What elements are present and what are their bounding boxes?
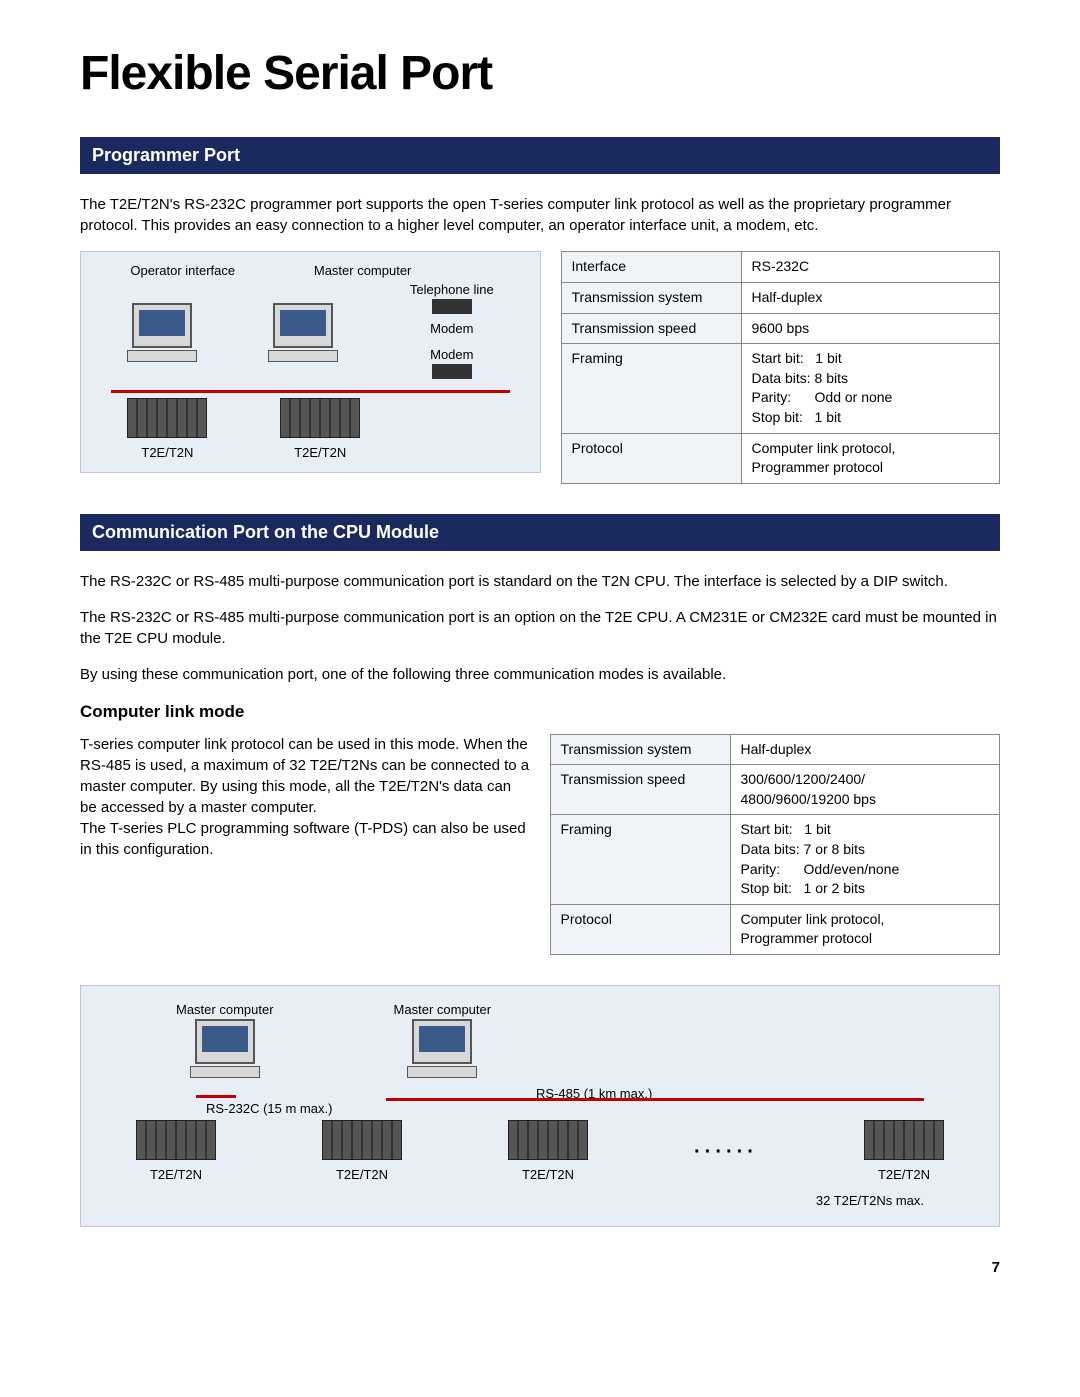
table-cell: Transmission speed [550,765,730,815]
table-cell: Protocol [550,904,730,954]
table-cell: Computer link protocol, Programmer proto… [741,433,1000,483]
table-cell: 300/600/1200/2400/ 4800/9600/19200 bps [730,765,1000,815]
master-computer-icon [268,303,338,363]
table-cell: Start bit: 1 bit Data bits: 7 or 8 bits … [730,815,1000,904]
page-number: 7 [80,1257,1000,1278]
diagram-label: T2E/T2N [508,1166,588,1184]
diagram-label: Telephone line [410,281,494,299]
table-row: ProtocolComputer link protocol, Programm… [561,433,1000,483]
master-computer-icon [407,1019,477,1079]
modem-icon [432,299,472,314]
table-row: Transmission speed300/600/1200/2400/ 480… [550,765,1000,815]
diagram-label: T2E/T2N [864,1166,944,1184]
page-title: Flexible Serial Port [80,40,1000,107]
comm-port-body-1: The RS-232C or RS-485 multi-purpose comm… [80,571,1000,592]
table-cell: Half-duplex [730,734,1000,765]
programmer-port-spec-table: InterfaceRS-232C Transmission systemHalf… [561,251,1001,483]
plc-icon [322,1120,402,1160]
table-cell: Framing [561,344,741,433]
table-cell: RS-232C [741,252,1000,283]
comm-port-body-3: By using these communication port, one o… [80,664,1000,685]
diagram-label: T2E/T2N [322,1166,402,1184]
table-cell: 9600 bps [741,313,1000,344]
diagram-label: T2E/T2N [280,444,360,462]
plc-icon [136,1120,216,1160]
comm-port-body-2: The RS-232C or RS-485 multi-purpose comm… [80,607,1000,649]
programmer-port-diagram: Operator interface Master computer Telep… [80,251,541,473]
table-cell: Half-duplex [741,282,1000,313]
table-cell: Framing [550,815,730,904]
modem-icon [432,364,472,379]
section-header-programmer-port: Programmer Port [80,137,1000,174]
table-row: FramingStart bit: 1 bit Data bits: 7 or … [550,815,1000,904]
master-computer-icon [190,1019,260,1079]
computer-link-diagram: Master computer Master computer RS-232C … [80,985,1000,1227]
computer-link-mode-body: T-series computer link protocol can be u… [80,734,530,860]
diagram-label: Modem [410,320,494,338]
table-row: InterfaceRS-232C [561,252,1000,283]
diagram-label: Master computer [314,262,412,280]
plc-icon [864,1120,944,1160]
programmer-port-body: The T2E/T2N's RS-232C programmer port su… [80,194,1000,236]
table-row: Transmission systemHalf-duplex [550,734,1000,765]
diagram-label: Modem [410,346,494,364]
table-row: Transmission speed9600 bps [561,313,1000,344]
table-cell: Transmission system [550,734,730,765]
plc-icon [127,398,207,438]
diagram-label: T2E/T2N [127,444,207,462]
table-cell: Interface [561,252,741,283]
table-row: Transmission systemHalf-duplex [561,282,1000,313]
diagram-label: 32 T2E/T2Ns max. [96,1192,984,1210]
table-cell: Start bit: 1 bit Data bits: 8 bits Parit… [741,344,1000,433]
diagram-label: RS-232C (15 m max.) [206,1100,332,1118]
computer-link-spec-table: Transmission systemHalf-duplex Transmiss… [550,734,1001,955]
operator-interface-icon [127,303,197,363]
table-row: FramingStart bit: 1 bit Data bits: 8 bit… [561,344,1000,433]
table-row: ProtocolComputer link protocol, Programm… [550,904,1000,954]
computer-link-mode-heading: Computer link mode [80,700,1000,724]
section-header-communication-port: Communication Port on the CPU Module [80,514,1000,551]
table-cell: Computer link protocol, Programmer proto… [730,904,1000,954]
table-cell: Transmission system [561,282,741,313]
table-cell: Transmission speed [561,313,741,344]
table-cell: Protocol [561,433,741,483]
plc-icon [508,1120,588,1160]
plc-icon [280,398,360,438]
diagram-label: T2E/T2N [136,1166,216,1184]
diagram-label: Operator interface [130,262,235,280]
ellipsis-icon: ······ [694,1138,758,1166]
diagram-label: Master computer [394,1001,492,1019]
diagram-label: Master computer [176,1001,274,1019]
